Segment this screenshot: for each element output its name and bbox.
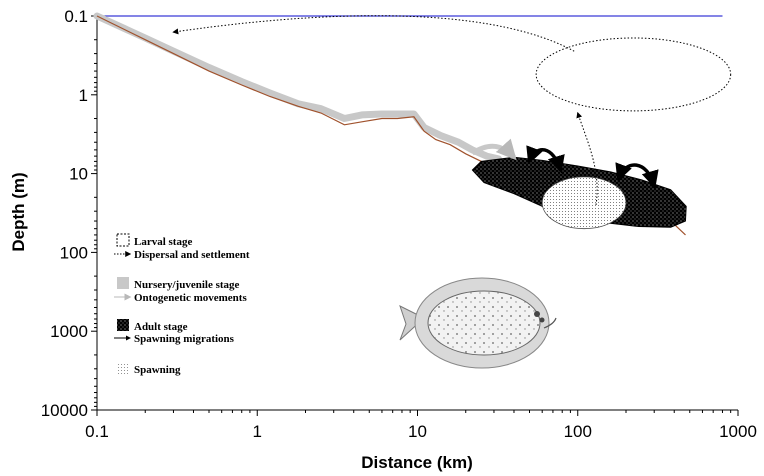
x-tick-label: 100: [564, 422, 592, 441]
x-tick-label: 1: [253, 422, 262, 441]
flounder-illustration: [399, 277, 557, 369]
spawning-migration-arrow: [615, 162, 659, 189]
fish-mouth: [543, 317, 557, 329]
fish-eye: [539, 317, 545, 323]
legend-label: Nursery/juvenile stage: [134, 279, 240, 291]
legend-label: Spawning migrations: [134, 333, 235, 345]
legend-label: Dispersal and settlement: [134, 249, 250, 261]
spawning-area: [541, 176, 627, 230]
larval-dispersal-area: [535, 37, 732, 112]
y-axis-ticks: 0.1 1 10 100 1000 10000: [41, 7, 97, 420]
y-tick-label: 10000: [41, 401, 88, 420]
fish-eye: [534, 311, 540, 317]
ontogenetic-movement-arrow: [471, 138, 517, 161]
legend-label: Adult stage: [134, 321, 188, 333]
fish-tail: [399, 305, 425, 341]
legend-label: Larval stage: [134, 236, 192, 248]
spawning-migration-arrow: [526, 145, 565, 174]
dispersal-arrow: [172, 15, 575, 52]
y-tick-label: 0.1: [64, 7, 88, 26]
legend-label: Ontogenetic movements: [134, 292, 247, 304]
y-axis-title: Depth (m): [9, 172, 28, 251]
y-tick-label: 1000: [50, 322, 88, 341]
nursery-stage-key: [117, 277, 129, 289]
fish-body: [427, 290, 541, 356]
nursery-habitat-band: [93, 12, 502, 163]
y-tick-label: 10: [69, 165, 88, 184]
x-axis-ticks: 0.1 1 10 100 1000: [85, 410, 757, 441]
x-tick-label: 0.1: [85, 422, 109, 441]
x-tick-label: 10: [408, 422, 427, 441]
y-tick-label: 1: [79, 86, 88, 105]
y-tick-label: 100: [60, 243, 88, 262]
x-tick-label: 1000: [719, 422, 757, 441]
legend-label: Spawning: [134, 364, 181, 376]
plot-area: [93, 12, 732, 236]
larval-stage-key: [116, 233, 130, 247]
adult-stage-key: [117, 319, 129, 331]
spawning-key: [117, 362, 129, 374]
x-axis-title: Distance (km): [361, 453, 472, 472]
